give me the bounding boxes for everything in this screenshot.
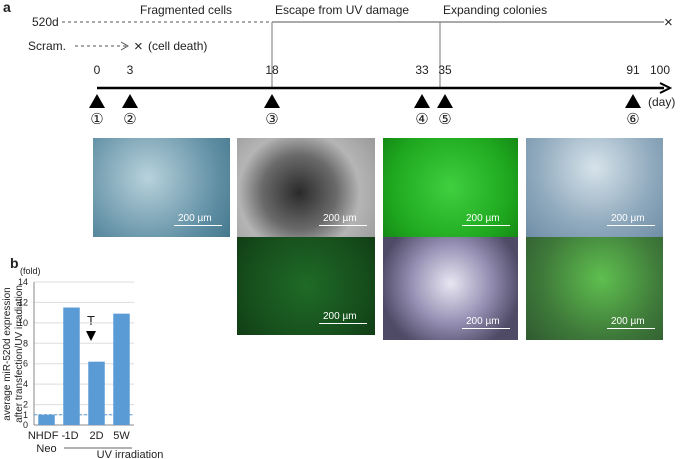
bar <box>88 361 105 425</box>
annotation: T <box>87 313 95 328</box>
bar <box>38 414 55 425</box>
micrograph <box>383 237 518 340</box>
unit-label: (fold) <box>20 266 41 276</box>
timeline-marker <box>437 94 453 108</box>
marker-label: ① <box>90 111 103 128</box>
timeline-marker <box>264 94 280 108</box>
timeline-tick-label: 35 <box>438 63 452 77</box>
scale-label: 200 µm <box>466 316 500 327</box>
y-tick-label: 8 <box>23 338 28 348</box>
scale-label: 200 µm <box>178 213 212 224</box>
bar <box>113 313 130 425</box>
marker-label: ③ <box>265 111 278 128</box>
y-axis-label: average miR-520d expressionafter transfe… <box>2 285 25 423</box>
scale-label: 200 µm <box>611 316 645 327</box>
y-tick-label: 0 <box>23 420 28 430</box>
bar <box>63 307 80 425</box>
y-tick-label: 1 <box>23 410 28 420</box>
marker-label: ② <box>123 111 136 128</box>
scale-bar <box>607 328 655 329</box>
scale-bar <box>462 328 510 329</box>
phase-label: Escape from UV damage <box>275 3 409 17</box>
phase-label: Expanding colonies <box>443 3 547 17</box>
marker-label: ⑥ <box>626 111 639 128</box>
annotation-arrow <box>86 331 96 341</box>
micrograph <box>526 138 663 237</box>
scale-bar <box>174 225 222 226</box>
micrograph <box>526 237 663 340</box>
group-label: UV irradiation <box>97 449 164 459</box>
timeline-marker <box>89 94 105 108</box>
cross: × <box>664 14 673 31</box>
cross: × <box>134 38 143 55</box>
outcome: (cell death) <box>148 39 207 53</box>
scale-bar <box>462 225 510 226</box>
y-tick-label: 4 <box>23 379 28 389</box>
scale-bar <box>319 323 367 324</box>
phase-label: Fragmented cells <box>140 3 232 17</box>
panel-label: a <box>3 0 11 15</box>
y-tick-label: 14 <box>18 277 28 287</box>
y-tick-label: 12 <box>18 297 28 307</box>
micrograph <box>93 138 230 237</box>
scale-label: 200 µm <box>323 311 357 322</box>
micrograph <box>237 237 375 335</box>
x-tick-label: 5W <box>113 430 130 442</box>
arrow-head <box>120 41 130 51</box>
marker-label: ⑤ <box>438 111 451 128</box>
timeline-marker <box>122 94 138 108</box>
timeline-tick-label: 0 <box>94 63 101 77</box>
timeline-tick-label: 18 <box>265 63 279 77</box>
timeline-tick-label: 100 <box>650 63 670 77</box>
scale-label: 200 µm <box>323 213 357 224</box>
x-tick-label: 1D <box>64 430 79 442</box>
y-tick-label: 6 <box>23 359 28 369</box>
scale-bar <box>607 225 655 226</box>
marker-label: ④ <box>415 111 428 128</box>
scale-bar <box>319 225 367 226</box>
micrograph <box>383 138 518 237</box>
x-tick-label: NHDF -Neo <box>27 430 66 455</box>
scale-label: 200 µm <box>611 213 645 224</box>
timeline-tick-label: 3 <box>127 63 134 77</box>
timeline-tick-label: 91 <box>626 63 640 77</box>
x-tick-label: 2D <box>89 430 104 442</box>
y-tick-label: 10 <box>18 318 28 328</box>
timeline-marker <box>625 94 641 108</box>
panel-label: b <box>10 255 19 271</box>
timeline-tick-label: 33 <box>415 63 429 77</box>
scale-label: 200 µm <box>466 213 500 224</box>
y-tick-label: 2 <box>23 400 28 410</box>
row-label: Scram. <box>28 39 66 53</box>
timeline-marker <box>414 94 430 108</box>
row-label: 520d <box>32 15 59 29</box>
arrow-head <box>659 82 673 94</box>
timeline-unit: (day) <box>648 95 675 109</box>
micrograph <box>237 138 375 237</box>
